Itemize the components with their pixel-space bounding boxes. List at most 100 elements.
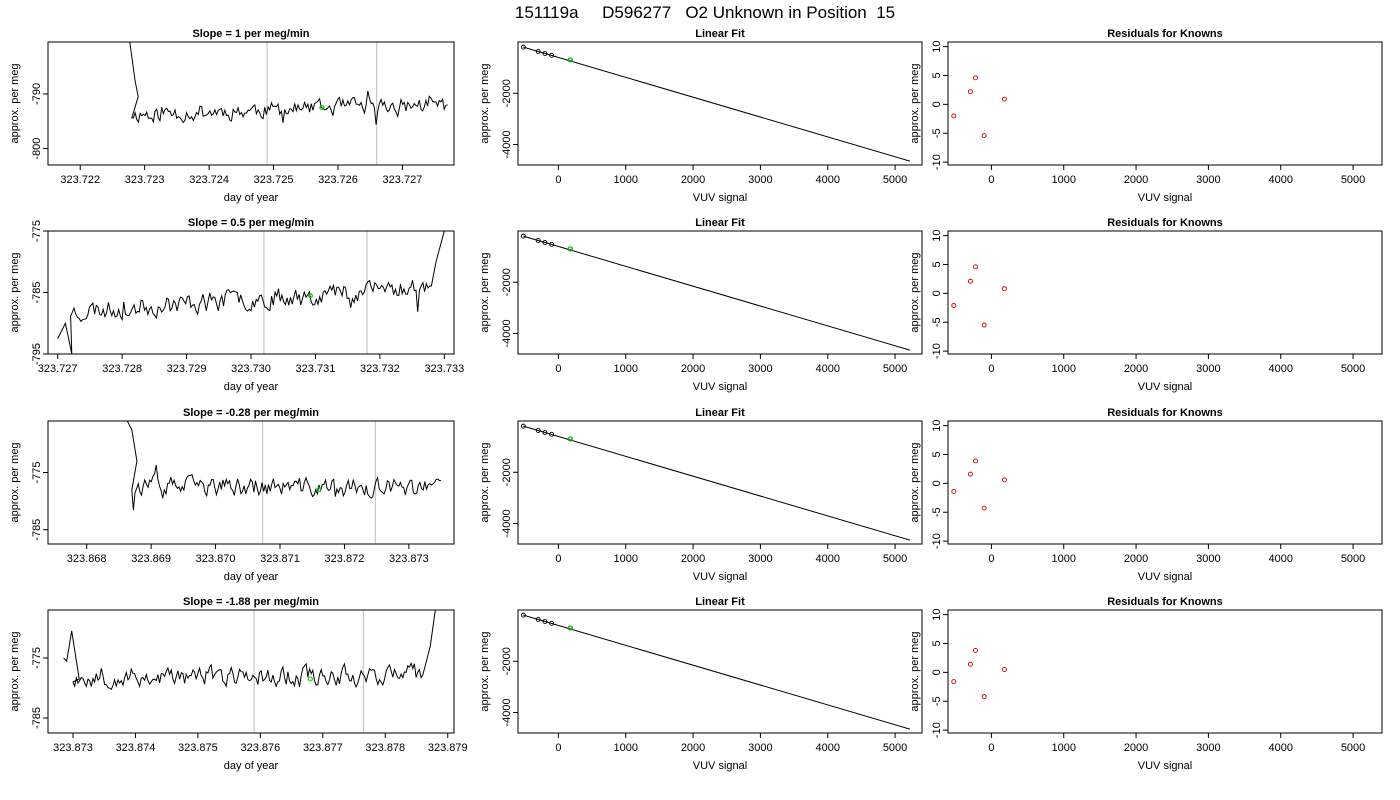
x-tick-label: 323.872 (325, 553, 365, 565)
x-tick-label: 1000 (613, 363, 637, 375)
residual-point (981, 322, 987, 328)
x-tick-label: 2000 (1124, 363, 1148, 375)
x-tick-label: 5000 (1341, 742, 1365, 754)
x-tick-label: 5000 (1341, 553, 1365, 565)
x-axis-label: VUV signal (693, 571, 747, 583)
x-tick-label: 4000 (815, 553, 839, 565)
x-tick-label: 323.870 (196, 553, 236, 565)
panel-title: Residuals for Knowns (1107, 217, 1223, 229)
x-axis-label: VUV signal (693, 192, 747, 204)
known-point (542, 430, 548, 435)
y-tick-label: 10 (931, 608, 943, 620)
y-tick-label: -10 (931, 154, 943, 170)
x-tick-label: 0 (555, 553, 561, 565)
panel-3: Residuals for Knowns 0 1000 2000 3000 4000 500… (909, 28, 1383, 204)
x-tick-label: 323.729 (167, 363, 207, 375)
x-axis-label: VUV signal (693, 381, 747, 393)
panel-4: Slope = 0.5 per meg/min 323.727 323.728 323… (9, 217, 464, 393)
known-point (535, 617, 541, 622)
plot-frame (947, 420, 1383, 545)
residual-point (973, 264, 978, 270)
x-tick-label: 323.878 (365, 742, 405, 754)
unknown-marker (307, 676, 313, 682)
panel-grid: Slope = 1 per meg/min 323.722 323.723 323.7… (9, 28, 1383, 772)
x-tick-label: 323.724 (189, 174, 229, 186)
y-axis-label: approx. per meg (9, 442, 21, 522)
x-tick-label: 0 (988, 363, 994, 375)
x-tick-label: 0 (988, 174, 994, 186)
x-tick-label: 1000 (1051, 174, 1075, 186)
x-tick-label: 2000 (681, 742, 705, 754)
y-axis-label: approx. per meg (479, 252, 491, 332)
fit-line (523, 46, 911, 162)
panel-title: Linear Fit (695, 217, 745, 229)
plot-frame (947, 41, 1383, 166)
panel-5: Linear Fit 0 1000 2000 3000 4000 5000 -2000 -400… (479, 217, 923, 393)
page-title: 151119a D596277 O2 Unknown in Position 1… (515, 3, 895, 22)
y-tick-label: -775 (31, 220, 43, 242)
x-tick-label: 1000 (1051, 363, 1075, 375)
y-tick-label: -4000 (501, 509, 513, 537)
y-tick-label: 0 (931, 669, 943, 675)
plot-frame (517, 420, 923, 545)
y-tick-label: 5 (931, 640, 943, 646)
x-axis-label: VUV signal (1138, 192, 1192, 204)
y-tick-label: -5 (931, 696, 943, 706)
x-tick-label: 3000 (1196, 553, 1220, 565)
x-tick-label: 323.731 (296, 363, 336, 375)
plot-frame (47, 41, 455, 166)
x-tick-label: 2000 (681, 363, 705, 375)
known-point (549, 241, 555, 247)
y-tick-label: 10 (931, 229, 943, 241)
x-tick-label: 3000 (1196, 363, 1220, 375)
x-tick-label: 0 (555, 742, 561, 754)
panel-title: Slope = -0.28 per meg/min (183, 407, 319, 419)
x-tick-label: 5000 (883, 363, 907, 375)
known-point (520, 612, 526, 618)
panel-11: Linear Fit 0 1000 2000 3000 4000 5000 -2000 -400… (479, 596, 923, 772)
residual-point (967, 278, 973, 284)
y-tick-label: -4000 (501, 130, 513, 158)
y-tick-label: -4000 (501, 698, 513, 726)
x-axis-label: VUV signal (1138, 760, 1192, 772)
x-tick-label: 2000 (681, 553, 705, 565)
x-tick-label: 323.869 (131, 553, 171, 565)
residual-point (951, 303, 957, 308)
y-axis-label: approx. per meg (9, 63, 21, 143)
x-axis-label: day of year (224, 381, 279, 393)
fit-line (523, 425, 911, 541)
y-tick-label: 5 (931, 451, 943, 457)
residual-point (973, 75, 978, 81)
residual-point (967, 471, 973, 477)
y-tick-label: -800 (31, 138, 43, 160)
unknown-marker (319, 105, 325, 111)
y-tick-label: -10 (931, 533, 943, 549)
x-tick-label: 0 (988, 553, 994, 565)
x-tick-label: 5000 (1341, 363, 1365, 375)
x-tick-label: 2000 (1124, 553, 1148, 565)
residual-point (951, 679, 957, 685)
plot-area (951, 264, 1007, 328)
plot-area (126, 421, 442, 511)
data-trace (57, 231, 445, 354)
y-tick-label: 0 (931, 101, 943, 107)
x-tick-label: 3000 (748, 174, 772, 186)
y-tick-label: 0 (931, 290, 943, 296)
plot-frame (947, 230, 1383, 355)
known-point (542, 51, 548, 56)
x-tick-label: 2000 (681, 174, 705, 186)
fit-line (523, 235, 911, 351)
plot-frame (517, 230, 923, 355)
known-point (542, 240, 548, 245)
x-tick-label: 323.723 (125, 174, 165, 186)
known-point (542, 619, 548, 624)
plot-area (951, 75, 1007, 138)
y-axis-label: approx. per meg (909, 63, 921, 143)
x-tick-label: 323.879 (428, 742, 468, 754)
x-tick-label: 323.728 (102, 363, 142, 375)
panel-title: Slope = 1 per meg/min (192, 28, 309, 40)
plot-frame (517, 41, 923, 166)
x-tick-label: 323.871 (260, 553, 300, 565)
unknown-marker (316, 487, 322, 493)
